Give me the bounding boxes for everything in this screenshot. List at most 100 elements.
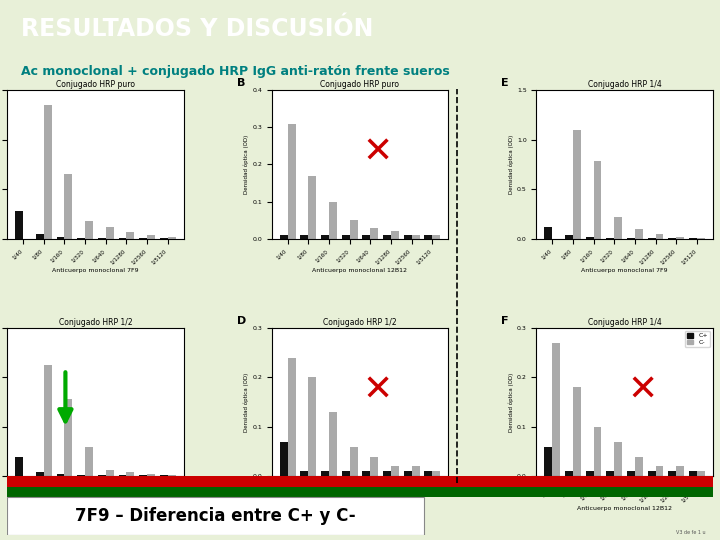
Bar [308, 377, 316, 476]
Bar [147, 235, 155, 239]
Bar [57, 475, 64, 476]
Text: 7F9 – Diferencia entre C+ y C-: 7F9 – Diferencia entre C+ y C- [75, 507, 356, 525]
Bar [7, 476, 713, 487]
Bar [77, 238, 85, 239]
Bar [288, 357, 295, 476]
Bar [552, 343, 560, 476]
Bar [44, 105, 52, 239]
Bar [565, 471, 573, 476]
Bar [432, 471, 440, 476]
Title: Conjugado HRP 1/4: Conjugado HRP 1/4 [588, 80, 662, 89]
FancyBboxPatch shape [7, 497, 423, 535]
Text: E: E [501, 78, 509, 88]
Bar [160, 238, 168, 239]
Bar [57, 237, 64, 239]
Bar [85, 447, 93, 476]
Bar [7, 487, 713, 497]
Bar [544, 447, 552, 476]
Bar [614, 217, 622, 239]
Bar [370, 227, 378, 239]
Bar [370, 457, 378, 476]
Bar [280, 235, 288, 239]
Bar [308, 176, 316, 239]
X-axis label: Anticuerpo monoclonal 7F9: Anticuerpo monoclonal 7F9 [52, 268, 139, 273]
Bar [635, 229, 643, 239]
Bar [160, 475, 168, 476]
Title: Conjugado HRP 1/2: Conjugado HRP 1/2 [323, 318, 397, 327]
Y-axis label: Densidad óptica (OD): Densidad óptica (OD) [244, 373, 249, 431]
Text: Ficela ALTIVA 3 Rvidali Intituli: Ficela ALTIVA 3 Rvidali Intituli [14, 530, 86, 535]
X-axis label: Anticuerpo monoclonal 12B12: Anticuerpo monoclonal 12B12 [312, 268, 408, 273]
Bar [127, 232, 134, 239]
Bar [689, 238, 697, 239]
Bar [321, 471, 329, 476]
X-axis label: Anticuerpo monoclonal 12B12: Anticuerpo monoclonal 12B12 [577, 506, 672, 511]
Bar [606, 471, 614, 476]
Bar [342, 471, 350, 476]
Bar [85, 221, 93, 239]
Bar [627, 471, 635, 476]
Bar [656, 467, 663, 476]
Bar [425, 471, 432, 476]
Bar [391, 231, 399, 239]
Bar [36, 472, 44, 476]
Bar [106, 227, 114, 239]
Bar [432, 235, 440, 239]
Bar [648, 238, 656, 239]
Y-axis label: Densidad óptica (OD): Densidad óptica (OD) [244, 135, 249, 194]
Bar [383, 235, 391, 239]
Bar [139, 238, 147, 239]
Bar [64, 174, 72, 239]
Bar [139, 475, 147, 476]
Title: Conjugado HRP puro: Conjugado HRP puro [56, 80, 135, 89]
Bar [593, 427, 601, 476]
Y-axis label: Densidad óptica (OD): Densidad óptica (OD) [508, 135, 514, 194]
Bar [119, 475, 127, 476]
Bar [586, 471, 593, 476]
Text: D: D [236, 316, 246, 326]
Bar [168, 237, 176, 239]
Bar [614, 442, 622, 476]
Title: Conjugado HRP 1/2: Conjugado HRP 1/2 [58, 318, 132, 327]
Bar [676, 467, 684, 476]
Bar [412, 467, 420, 476]
Bar [697, 238, 705, 239]
Bar [391, 467, 399, 476]
Text: B: B [236, 78, 245, 88]
Bar [606, 238, 614, 239]
Legend: C+, C-: C+, C- [685, 331, 710, 347]
Bar [350, 220, 358, 239]
Bar [329, 412, 337, 476]
Bar [697, 471, 705, 476]
Bar [689, 471, 697, 476]
Text: ✕: ✕ [627, 373, 657, 407]
Bar [288, 124, 295, 239]
Bar [64, 399, 72, 476]
Title: Conjugado HRP puro: Conjugado HRP puro [320, 80, 400, 89]
Bar [127, 472, 134, 476]
Bar [362, 235, 370, 239]
Bar [544, 227, 552, 239]
Bar [168, 475, 176, 476]
Bar [362, 471, 370, 476]
Bar [321, 235, 329, 239]
Bar [300, 235, 308, 239]
Bar [383, 471, 391, 476]
Bar [656, 234, 663, 239]
Y-axis label: Densidad óptica (OD): Densidad óptica (OD) [508, 373, 514, 431]
Bar [44, 366, 52, 476]
Bar [573, 387, 581, 476]
Bar [98, 475, 106, 476]
Bar [77, 475, 85, 476]
Text: V3 de fe 1 u: V3 de fe 1 u [676, 530, 706, 535]
Bar [342, 235, 350, 239]
Bar [676, 237, 684, 239]
Title: Conjugado HRP 1/4: Conjugado HRP 1/4 [588, 318, 662, 327]
Bar [280, 442, 288, 476]
Bar [106, 470, 114, 476]
Bar [119, 238, 127, 239]
Text: ✕: ✕ [362, 373, 393, 407]
Text: Ac monoclonal + conjugado HRP IgG anti-ratón frente sueros: Ac monoclonal + conjugado HRP IgG anti-r… [22, 65, 450, 78]
X-axis label: Anticuerpo monoclonal 7F9: Anticuerpo monoclonal 7F9 [581, 268, 668, 273]
Bar [404, 471, 412, 476]
